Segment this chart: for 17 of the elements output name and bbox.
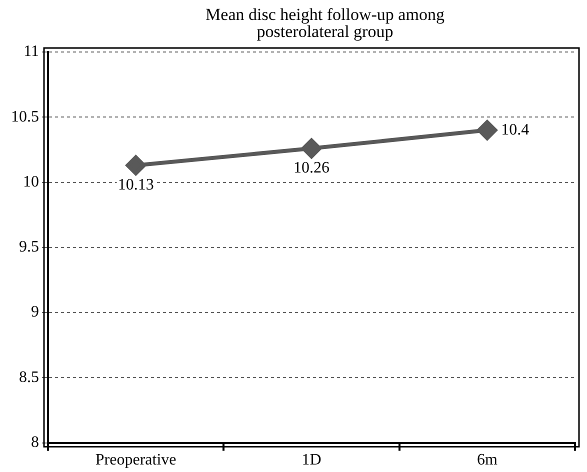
y-tick-label: 9: [31, 304, 39, 321]
y-tick-label: 9.5: [19, 238, 39, 256]
point: [302, 138, 322, 158]
data-label: 10.26: [294, 160, 330, 177]
data-label: 10.13: [118, 176, 154, 194]
y-tick-label: 8.5: [19, 368, 39, 386]
y-tick-label: 8: [31, 434, 39, 452]
data-label: 10.4: [501, 121, 530, 138]
y-tick-label: 10: [23, 173, 39, 190]
y-tick-label: 10.5: [11, 108, 39, 126]
chart-title: Mean disc height follow-up among posterolateral group: [204, 5, 446, 41]
point: [477, 120, 498, 140]
point: [126, 155, 146, 176]
y-tick-label: 11: [24, 43, 39, 60]
x-tick-label: Preoperative: [95, 452, 176, 469]
x-tick-label: 6m: [476, 452, 498, 469]
x-tick-label: 1D: [302, 452, 322, 469]
